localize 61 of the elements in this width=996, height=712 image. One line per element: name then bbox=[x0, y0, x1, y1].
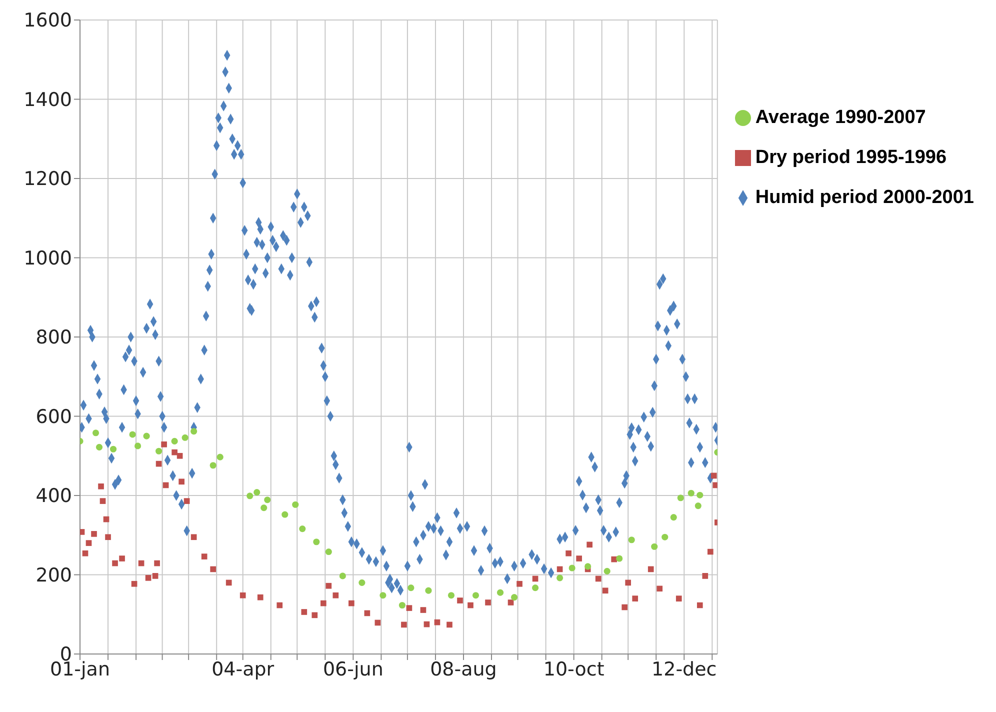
point bbox=[616, 555, 623, 562]
point bbox=[190, 428, 198, 435]
y-tick-label: 600 bbox=[36, 406, 72, 428]
y-tick-label: 1200 bbox=[24, 168, 72, 190]
y-tick-label: 1400 bbox=[24, 88, 72, 111]
point bbox=[325, 548, 332, 556]
point bbox=[628, 536, 635, 544]
point bbox=[568, 564, 576, 572]
point bbox=[210, 462, 216, 469]
point bbox=[358, 579, 366, 586]
point bbox=[313, 538, 320, 546]
point bbox=[156, 448, 162, 454]
point bbox=[254, 489, 260, 496]
point bbox=[425, 587, 432, 594]
point bbox=[339, 572, 346, 580]
point bbox=[448, 592, 455, 599]
point bbox=[246, 492, 254, 500]
y-tick-label: 1000 bbox=[24, 247, 72, 270]
point bbox=[408, 584, 414, 592]
legend-label: Dry period 1995-1996 bbox=[755, 147, 947, 168]
point bbox=[556, 574, 564, 582]
point bbox=[134, 442, 142, 450]
point bbox=[292, 501, 299, 508]
point bbox=[532, 584, 539, 592]
point bbox=[182, 434, 188, 441]
point bbox=[110, 446, 117, 452]
x-tick-label: 08-aug bbox=[430, 658, 497, 680]
point bbox=[496, 589, 504, 596]
point bbox=[696, 492, 704, 498]
point bbox=[677, 494, 684, 502]
point bbox=[584, 563, 592, 570]
point bbox=[171, 438, 178, 444]
y-tick-label: 800 bbox=[36, 326, 72, 349]
point bbox=[510, 594, 518, 601]
point bbox=[472, 592, 480, 599]
point bbox=[662, 534, 668, 540]
point bbox=[96, 444, 103, 450]
point bbox=[264, 496, 271, 504]
point bbox=[651, 543, 658, 550]
point bbox=[604, 568, 610, 574]
y-tick-label: 200 bbox=[36, 564, 72, 586]
point bbox=[694, 502, 702, 510]
legend-label: Humid period 2000-2001 bbox=[755, 187, 974, 208]
x-tick-label: 12-dec bbox=[652, 658, 717, 680]
point bbox=[282, 511, 288, 518]
point bbox=[92, 430, 100, 436]
point bbox=[299, 526, 306, 532]
point bbox=[143, 432, 150, 440]
y-tick-label: 400 bbox=[36, 485, 72, 508]
x-tick-label: 10-oct bbox=[543, 658, 604, 680]
point bbox=[670, 514, 677, 521]
point bbox=[216, 454, 224, 460]
x-tick-label: 04-apr bbox=[212, 658, 274, 680]
x-tick-label: 06-jun bbox=[322, 658, 384, 680]
point bbox=[129, 431, 136, 438]
point bbox=[260, 504, 268, 512]
point bbox=[688, 490, 694, 496]
legend-label: Average 1990-2007 bbox=[755, 107, 926, 128]
y-tick-label: 1600 bbox=[24, 10, 72, 32]
point bbox=[398, 602, 406, 609]
point bbox=[380, 592, 386, 599]
